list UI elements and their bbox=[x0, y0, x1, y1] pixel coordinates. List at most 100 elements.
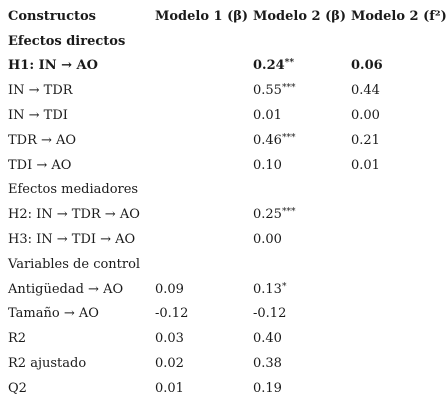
table-cell bbox=[153, 54, 251, 79]
table-cell: Variables de control bbox=[6, 252, 153, 277]
table-row: IN → TDI 0.01 0.00 bbox=[6, 103, 448, 128]
table-body: Efectos directos H1: IN → AO 0.24** 0.06 IN … bbox=[6, 29, 448, 401]
table-row: Tamaño → AO -0.12 -0.12 bbox=[6, 302, 448, 327]
table-cell: 0.19 bbox=[251, 376, 349, 401]
header-modelo2-f2: Modelo 2 (f²) bbox=[351, 8, 447, 24]
cell-value: -0.12 bbox=[253, 306, 287, 322]
header-modelo2-beta: Modelo 2 (β) bbox=[253, 8, 347, 24]
results-table: Constructos Modelo 1 (β) Modelo 2 (β) Mo… bbox=[6, 4, 448, 401]
table-row: H3: IN → TDI → AO 0.00 bbox=[6, 227, 448, 252]
table-header: Constructos Modelo 1 (β) Modelo 2 (β) Mo… bbox=[6, 4, 448, 29]
table-cell: 0.10 bbox=[251, 153, 349, 178]
cell-value: 0.21 bbox=[351, 132, 380, 148]
table-cell: R2 bbox=[6, 326, 153, 351]
table-cell: H3: IN → TDI → AO bbox=[6, 227, 153, 252]
table-row: H2: IN → TDR → AO 0.25*** bbox=[6, 202, 448, 227]
cell-value: -0.12 bbox=[155, 306, 189, 322]
table-row: Q2 0.01 0.19 bbox=[6, 376, 448, 401]
cell-value: Antigüedad → AO bbox=[8, 281, 124, 297]
cell-value: 0.55 bbox=[253, 83, 282, 99]
table-cell: 0.00 bbox=[349, 103, 448, 128]
table-cell: 0.01 bbox=[349, 153, 448, 178]
cell-value: 0.24 bbox=[253, 58, 285, 74]
cell-value: 0.00 bbox=[351, 108, 380, 124]
table-row: TDI → AO 0.10 0.01 bbox=[6, 153, 448, 178]
table-cell bbox=[349, 227, 448, 252]
cell-value: 0.06 bbox=[351, 58, 383, 74]
table-cell bbox=[153, 29, 251, 54]
table-cell bbox=[153, 103, 251, 128]
cell-value: 0.03 bbox=[155, 331, 184, 347]
table-cell: H2: IN → TDR → AO bbox=[6, 202, 153, 227]
table-cell: Tamaño → AO bbox=[6, 302, 153, 327]
table-row: R2 ajustado 0.02 0.38 bbox=[6, 351, 448, 376]
table-cell bbox=[349, 178, 448, 203]
table-cell: 0.55*** bbox=[251, 78, 349, 103]
cell-value: 0.09 bbox=[155, 281, 184, 297]
table-cell bbox=[153, 252, 251, 277]
table-cell: Q2 bbox=[6, 376, 153, 401]
table-cell bbox=[153, 128, 251, 153]
cell-value: 0.01 bbox=[155, 380, 184, 396]
table-cell: TDI → AO bbox=[6, 153, 153, 178]
table-row: R2 0.03 0.40 bbox=[6, 326, 448, 351]
cell-value: H2: IN → TDR → AO bbox=[8, 207, 140, 223]
table-cell: 0.06 bbox=[349, 54, 448, 79]
table-row: Efectos mediadores bbox=[6, 178, 448, 203]
table-cell: 0.03 bbox=[153, 326, 251, 351]
table-cell: 0.13* bbox=[251, 277, 349, 302]
table-cell bbox=[349, 202, 448, 227]
table-cell: TDR → AO bbox=[6, 128, 153, 153]
table-cell: 0.00 bbox=[251, 227, 349, 252]
table-cell: 0.44 bbox=[349, 78, 448, 103]
table-cell: H1: IN → AO bbox=[6, 54, 153, 79]
table-cell bbox=[251, 178, 349, 203]
table-row: H1: IN → AO 0.24** 0.06 bbox=[6, 54, 448, 79]
table-cell bbox=[349, 351, 448, 376]
table-cell bbox=[349, 29, 448, 54]
cell-value: R2 ajustado bbox=[8, 356, 87, 372]
header-constructos: Constructos bbox=[8, 8, 97, 24]
cell-value: 0.40 bbox=[253, 331, 282, 347]
cell-value: TDR → AO bbox=[8, 132, 77, 148]
cell-value: 0.46 bbox=[253, 132, 282, 148]
table-cell bbox=[349, 302, 448, 327]
significance-marker: * bbox=[281, 281, 287, 292]
cell-value: Efectos directos bbox=[8, 33, 126, 49]
table-cell bbox=[251, 29, 349, 54]
significance-marker: ** bbox=[284, 58, 295, 69]
cell-value: Variables de control bbox=[8, 256, 141, 272]
cell-value: R2 bbox=[8, 331, 27, 347]
cell-value: IN → TDR bbox=[8, 83, 73, 99]
cell-value: 0.10 bbox=[253, 157, 282, 173]
cell-value: 0.00 bbox=[253, 232, 282, 248]
cell-value: 0.44 bbox=[351, 83, 380, 99]
table-cell: Efectos mediadores bbox=[6, 178, 153, 203]
table-cell bbox=[251, 252, 349, 277]
cell-value: Tamaño → AO bbox=[8, 306, 99, 322]
table-cell bbox=[153, 153, 251, 178]
table-cell: 0.40 bbox=[251, 326, 349, 351]
cell-value: IN → TDI bbox=[8, 108, 68, 124]
cell-value: H3: IN → TDI → AO bbox=[8, 232, 136, 248]
table-cell: -0.12 bbox=[153, 302, 251, 327]
cell-value: 0.01 bbox=[351, 157, 380, 173]
table-cell bbox=[349, 326, 448, 351]
cell-value: 0.25 bbox=[253, 207, 282, 223]
cell-value: 0.19 bbox=[253, 380, 282, 396]
table-cell: -0.12 bbox=[251, 302, 349, 327]
table-cell: R2 ajustado bbox=[6, 351, 153, 376]
table-cell: 0.46*** bbox=[251, 128, 349, 153]
header-row: Constructos Modelo 1 (β) Modelo 2 (β) Mo… bbox=[6, 4, 448, 29]
table-cell: Antigüedad → AO bbox=[6, 277, 153, 302]
table-cell bbox=[349, 252, 448, 277]
table-cell: 0.01 bbox=[251, 103, 349, 128]
table-cell bbox=[153, 78, 251, 103]
cell-value: Q2 bbox=[8, 380, 27, 396]
cell-value: 0.02 bbox=[155, 356, 184, 372]
cell-value: 0.13 bbox=[253, 281, 282, 297]
table-cell bbox=[349, 376, 448, 401]
table-cell: IN → TDI bbox=[6, 103, 153, 128]
table-cell: 0.25*** bbox=[251, 202, 349, 227]
table-row: IN → TDR 0.55*** 0.44 bbox=[6, 78, 448, 103]
